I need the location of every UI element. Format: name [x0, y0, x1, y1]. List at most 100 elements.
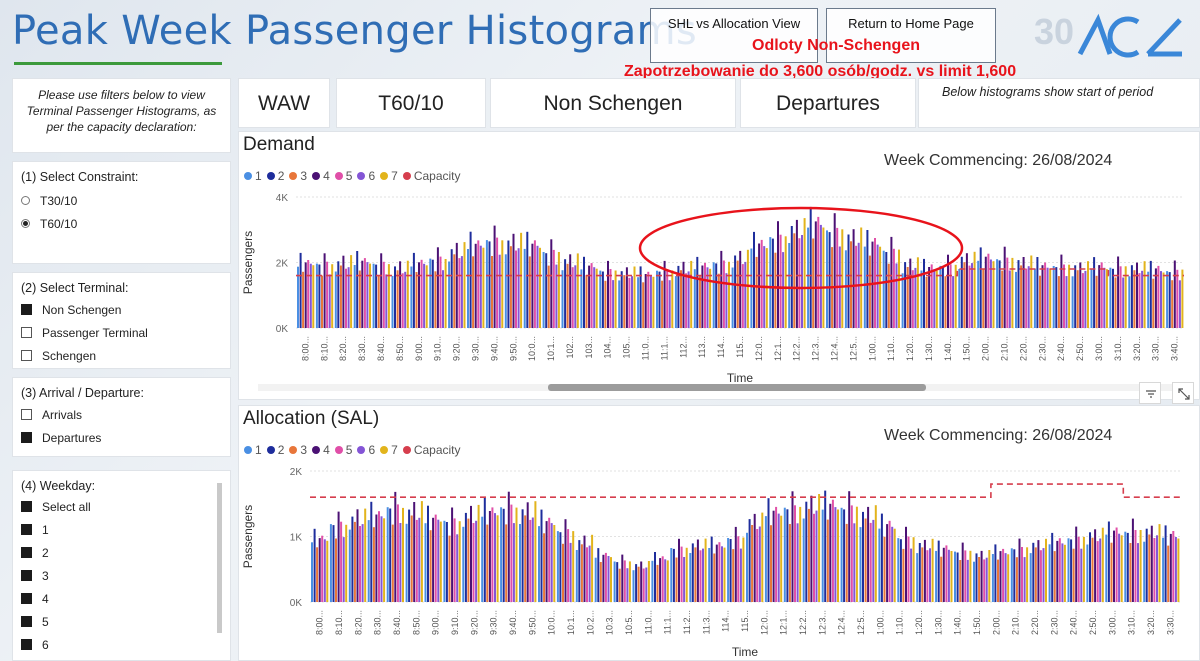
x-tick-label: 12:0... — [759, 610, 769, 635]
weekday-option-2[interactable]: 2 — [21, 541, 230, 564]
bar — [467, 249, 469, 328]
bar — [950, 551, 953, 602]
direction-option-arrivals[interactable]: Arrivals — [21, 403, 230, 426]
bar — [904, 262, 907, 328]
bar — [1124, 531, 1127, 602]
legend-item-6[interactable]: 6 — [357, 443, 375, 457]
bar — [304, 262, 307, 328]
bar — [299, 252, 302, 328]
bar — [1139, 530, 1142, 602]
bar — [583, 256, 585, 328]
bar — [302, 271, 305, 328]
bar — [891, 526, 894, 602]
weekday-option-5[interactable]: 5 — [21, 610, 230, 633]
terminal-option-passenger-terminal[interactable]: Passenger Terminal — [21, 321, 230, 344]
bar — [1162, 272, 1165, 328]
filter-icon[interactable] — [1139, 382, 1161, 404]
bar — [813, 513, 815, 602]
constraint-option-t60[interactable]: T60/10 — [21, 212, 230, 235]
bar — [682, 261, 685, 328]
bar — [815, 510, 818, 602]
demand-chart-panel — [238, 131, 1200, 400]
weekday-option-select-all[interactable]: Select all — [21, 495, 230, 518]
x-tick-label: 12:2... — [792, 336, 802, 361]
bar — [1065, 276, 1068, 328]
bar — [323, 253, 326, 328]
weekday-option-4[interactable]: 4 — [21, 587, 230, 610]
legend-item-6[interactable]: 6 — [357, 169, 375, 183]
bar — [909, 258, 912, 328]
terminal-option-non-schengen[interactable]: Non Schengen — [21, 298, 230, 321]
bar — [1166, 271, 1169, 328]
checkbox-checked-icon — [21, 501, 32, 512]
bar — [1162, 537, 1165, 602]
bar — [578, 540, 581, 602]
legend-item-2[interactable]: 2 — [266, 169, 284, 183]
checkbox-empty-icon — [21, 350, 32, 361]
bar — [1020, 265, 1023, 328]
bar — [788, 524, 791, 602]
direction-option-departures[interactable]: Departures — [21, 426, 230, 449]
return-home-button[interactable]: Return to Home Page — [826, 8, 996, 63]
bar — [524, 515, 527, 602]
legend-item-5[interactable]: 5 — [334, 169, 352, 183]
bar — [1072, 548, 1075, 602]
bar — [458, 258, 461, 328]
bar — [731, 267, 734, 328]
x-tick-label: 2:20... — [1018, 336, 1028, 361]
bar — [580, 269, 583, 328]
weekday-option-6[interactable]: 6 — [21, 633, 230, 656]
weekday-option-3[interactable]: 3 — [21, 564, 230, 587]
bar — [680, 270, 682, 328]
x-tick-label: 3:10... — [1127, 610, 1137, 635]
direction-slicer: (3) Arrival / Departure: Arrivals Depart… — [12, 377, 231, 457]
legend-item-7[interactable]: 7 — [380, 169, 398, 183]
bar — [937, 540, 940, 602]
bar — [1006, 257, 1009, 328]
bar — [427, 505, 429, 602]
constraint-option-t30[interactable]: T30/10 — [21, 189, 230, 212]
scrollbar-thumb[interactable] — [548, 384, 926, 391]
bar — [863, 246, 866, 328]
legend-item-3[interactable]: 3 — [289, 443, 307, 457]
bar — [1124, 266, 1127, 328]
shl-vs-allocation-button[interactable]: SHL vs Allocation View — [650, 8, 818, 63]
weekday-scrollbar[interactable] — [217, 483, 222, 633]
bar — [963, 262, 966, 328]
bar — [661, 556, 664, 602]
legend-item-4[interactable]: 4 — [312, 169, 330, 183]
terminal-option-schengen[interactable]: Schengen — [21, 344, 230, 367]
bar — [886, 524, 889, 602]
legend-item-2[interactable]: 2 — [266, 443, 284, 457]
bar — [782, 252, 785, 328]
bar — [460, 256, 463, 328]
constraint-slicer-title: (1) Select Constraint: — [21, 170, 139, 184]
weekday-option-1[interactable]: 1 — [21, 518, 230, 541]
bar — [979, 247, 982, 328]
bar — [1034, 547, 1037, 602]
legend-item-7[interactable]: 7 — [380, 443, 398, 457]
legend-item-1[interactable]: 1 — [244, 443, 262, 457]
legend-item-3[interactable]: 3 — [289, 169, 307, 183]
focus-mode-icon[interactable] — [1172, 382, 1194, 404]
bar — [1147, 271, 1150, 328]
bar — [1021, 547, 1023, 602]
legend-item-capacity[interactable]: Capacity — [402, 169, 461, 183]
x-tick-label: 10:0... — [547, 610, 557, 635]
legend-item-5[interactable]: 5 — [334, 443, 352, 457]
bar — [574, 265, 577, 328]
bar — [879, 246, 882, 328]
legend-item-1[interactable]: 1 — [244, 169, 262, 183]
bar — [898, 249, 900, 328]
highlight-ellipse — [638, 206, 964, 290]
bar — [910, 548, 913, 602]
legend-item-capacity[interactable]: Capacity — [402, 443, 461, 457]
filter-intro-panel: Please use filters below to view Termina… — [12, 78, 231, 153]
bar — [1086, 544, 1089, 602]
bar — [538, 526, 540, 602]
legend-item-4[interactable]: 4 — [312, 443, 330, 457]
bar — [547, 265, 550, 328]
bar — [500, 507, 503, 602]
demand-horizontal-scrollbar[interactable] — [258, 384, 1176, 391]
bar — [1004, 553, 1007, 602]
